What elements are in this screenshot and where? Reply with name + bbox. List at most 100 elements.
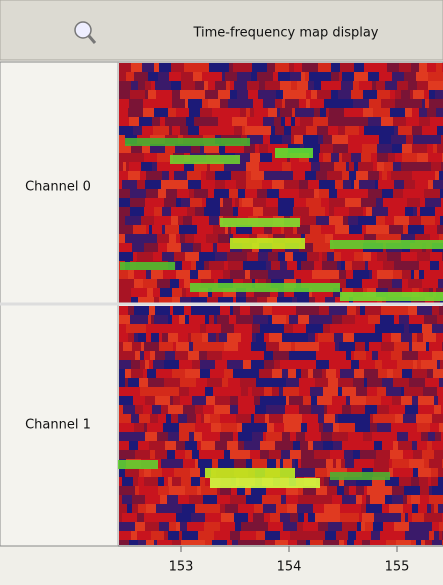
heatmap-cell	[133, 252, 137, 261]
heatmap-cell	[137, 252, 153, 261]
heatmap-cell	[420, 198, 425, 207]
heatmap-cell	[389, 513, 401, 522]
heatmap-cell	[239, 198, 242, 207]
heatmap-cell	[165, 441, 176, 450]
heatmap-cell	[313, 531, 325, 540]
heatmap-cell	[157, 225, 162, 234]
heatmap-cell	[176, 261, 182, 270]
heatmap-cell	[203, 342, 210, 351]
heatmap-cell	[323, 540, 339, 545]
heatmap-cell	[392, 279, 402, 288]
heatmap-cell	[321, 198, 329, 207]
heatmap-cell	[298, 495, 307, 504]
heatmap-cell	[206, 324, 221, 333]
heatmap-cell	[154, 297, 159, 303]
heatmap-cell	[202, 72, 207, 81]
heatmap-cell	[180, 522, 187, 531]
heatmap-cell	[119, 288, 131, 297]
heatmap-cell	[313, 153, 319, 162]
heatmap-cell	[174, 171, 182, 180]
heatmap-cell	[119, 504, 127, 513]
heatmap-cell	[405, 405, 418, 414]
heatmap-cell	[154, 315, 168, 324]
heatmap-cell	[150, 351, 155, 360]
heatmap-cell	[291, 342, 295, 351]
heatmap-cell	[340, 504, 351, 513]
heatmap-cell	[237, 72, 251, 81]
heatmap-cell	[188, 99, 202, 108]
heatmap-cell	[182, 261, 191, 270]
heatmap-cell	[267, 459, 273, 468]
heatmap-cell	[146, 225, 149, 234]
heatmap-cell	[122, 180, 137, 189]
heatmap-cell	[313, 243, 319, 252]
heatmap-cell	[419, 108, 427, 117]
heatmap-cell	[282, 369, 288, 378]
heatmap-cell	[139, 486, 147, 495]
heatmap-cell	[297, 540, 306, 545]
heatmap-cell	[428, 180, 433, 189]
heatmap-cell	[176, 522, 180, 531]
heatmap-cell	[202, 198, 206, 207]
heatmap-cell	[394, 342, 409, 351]
heatmap-cell	[263, 432, 266, 441]
heatmap-cell	[273, 90, 276, 99]
heatmap-cell	[193, 342, 203, 351]
heatmap-cell	[269, 333, 282, 342]
heatmap-cell	[275, 540, 288, 545]
heatmap-cell	[364, 486, 367, 495]
heatmap-cell	[434, 504, 438, 513]
heatmap-cell	[397, 81, 408, 90]
heatmap-cell	[119, 99, 129, 108]
heatmap-cell	[180, 234, 185, 243]
heatmap-cell	[323, 324, 330, 333]
heatmap-cell	[279, 387, 283, 396]
heatmap-cell	[341, 459, 345, 468]
heatmap-cell	[179, 531, 182, 540]
heatmap-cell	[360, 306, 365, 315]
heatmap-cell	[264, 387, 272, 396]
heatmap-cell	[176, 513, 191, 522]
heatmap-cell	[208, 333, 216, 342]
heatmap-cell	[280, 261, 287, 270]
heatmap-cell	[149, 360, 153, 369]
heatmap-cell	[119, 477, 122, 486]
heatmap-cell	[278, 252, 285, 261]
heatmap-cell	[282, 162, 291, 171]
heatmap-cell	[169, 126, 172, 135]
heatmap-cell	[283, 522, 297, 531]
heatmap-cell	[310, 540, 323, 545]
heatmap-cell	[337, 189, 347, 198]
heatmap-cell	[401, 252, 417, 261]
heatmap-cell	[206, 171, 215, 180]
heatmap-cell	[403, 189, 418, 198]
heatmap-cell	[179, 279, 184, 288]
heatmap-cell	[272, 387, 279, 396]
heatmap-cell	[149, 198, 164, 207]
heatmap-cell	[424, 513, 436, 522]
heatmap-cell	[119, 306, 128, 315]
heatmap-cell	[288, 369, 296, 378]
heatmap-cell	[392, 486, 404, 495]
heatmap-cell	[131, 63, 142, 72]
heatmap-cell	[172, 90, 180, 99]
heatmap-cell	[181, 441, 185, 450]
heatmap-cell	[357, 540, 362, 545]
heatmap-cell	[363, 108, 373, 117]
heatmap-cell	[436, 513, 442, 522]
heatmap-cell	[129, 432, 134, 441]
heatmap-cell	[157, 432, 168, 441]
heatmap-cell	[402, 351, 418, 360]
heatmap-cell	[180, 126, 188, 135]
heatmap-cell	[393, 468, 398, 477]
heatmap-cell	[189, 495, 203, 504]
heatmap-cell	[382, 504, 389, 513]
heatmap-cell	[401, 207, 405, 216]
heatmap-cell	[373, 414, 383, 423]
heatmap-cell	[162, 468, 174, 477]
heatmap-cell	[232, 540, 238, 545]
heatmap-cell	[290, 189, 299, 198]
heatmap-cell	[439, 378, 443, 387]
heatmap-cell	[234, 324, 247, 333]
heatmap-cell	[411, 495, 420, 504]
